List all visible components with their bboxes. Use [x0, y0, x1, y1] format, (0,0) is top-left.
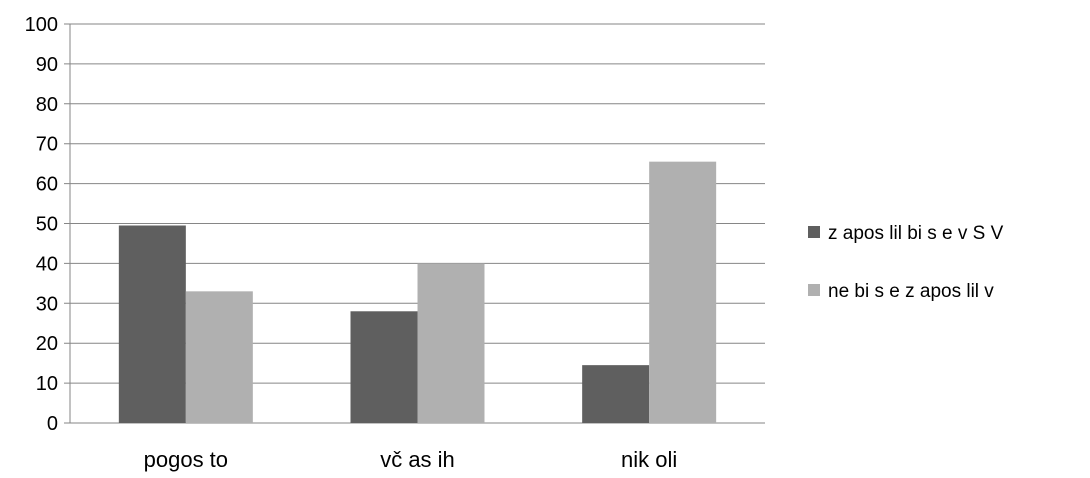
x-category-label: pogos to	[144, 447, 228, 472]
y-tick-label: 10	[36, 373, 58, 395]
bar-2-1	[649, 161, 717, 423]
legend-label: ne bi s e z apos lil v	[828, 281, 994, 302]
bars	[118, 161, 717, 423]
y-tick-label: 70	[36, 134, 58, 156]
y-tick-label: 20	[36, 333, 58, 355]
legend-swatch	[808, 284, 820, 296]
bar-2-0	[582, 365, 650, 423]
x-axis-labels: pogos to vč as ih nik oli	[144, 447, 678, 472]
bar-1-0	[350, 311, 418, 423]
y-tick-label: 30	[36, 293, 58, 315]
x-category-label: nik oli	[621, 447, 677, 472]
legend-swatch	[808, 226, 820, 238]
y-axis-ticks: 0 10 20 30 40 50 60 70 80 90 100	[25, 14, 58, 435]
y-tick-label: 50	[36, 214, 58, 236]
y-tick-label: 0	[47, 413, 58, 435]
legend: z apos lil bi s e v S V ne bi s e z apos …	[808, 223, 1004, 302]
y-tick-label: 80	[36, 94, 58, 116]
legend-label: z apos lil bi s e v S V	[828, 223, 1004, 244]
y-tick-label: 90	[36, 54, 58, 76]
bar-0-1	[185, 291, 253, 423]
y-tick-label: 40	[36, 253, 58, 275]
x-category-label: vč as ih	[380, 447, 455, 472]
bar-0-0	[118, 225, 186, 423]
y-tick-label: 60	[36, 174, 58, 196]
y-tick-label: 100	[25, 14, 58, 36]
bar-1-1	[417, 263, 485, 423]
